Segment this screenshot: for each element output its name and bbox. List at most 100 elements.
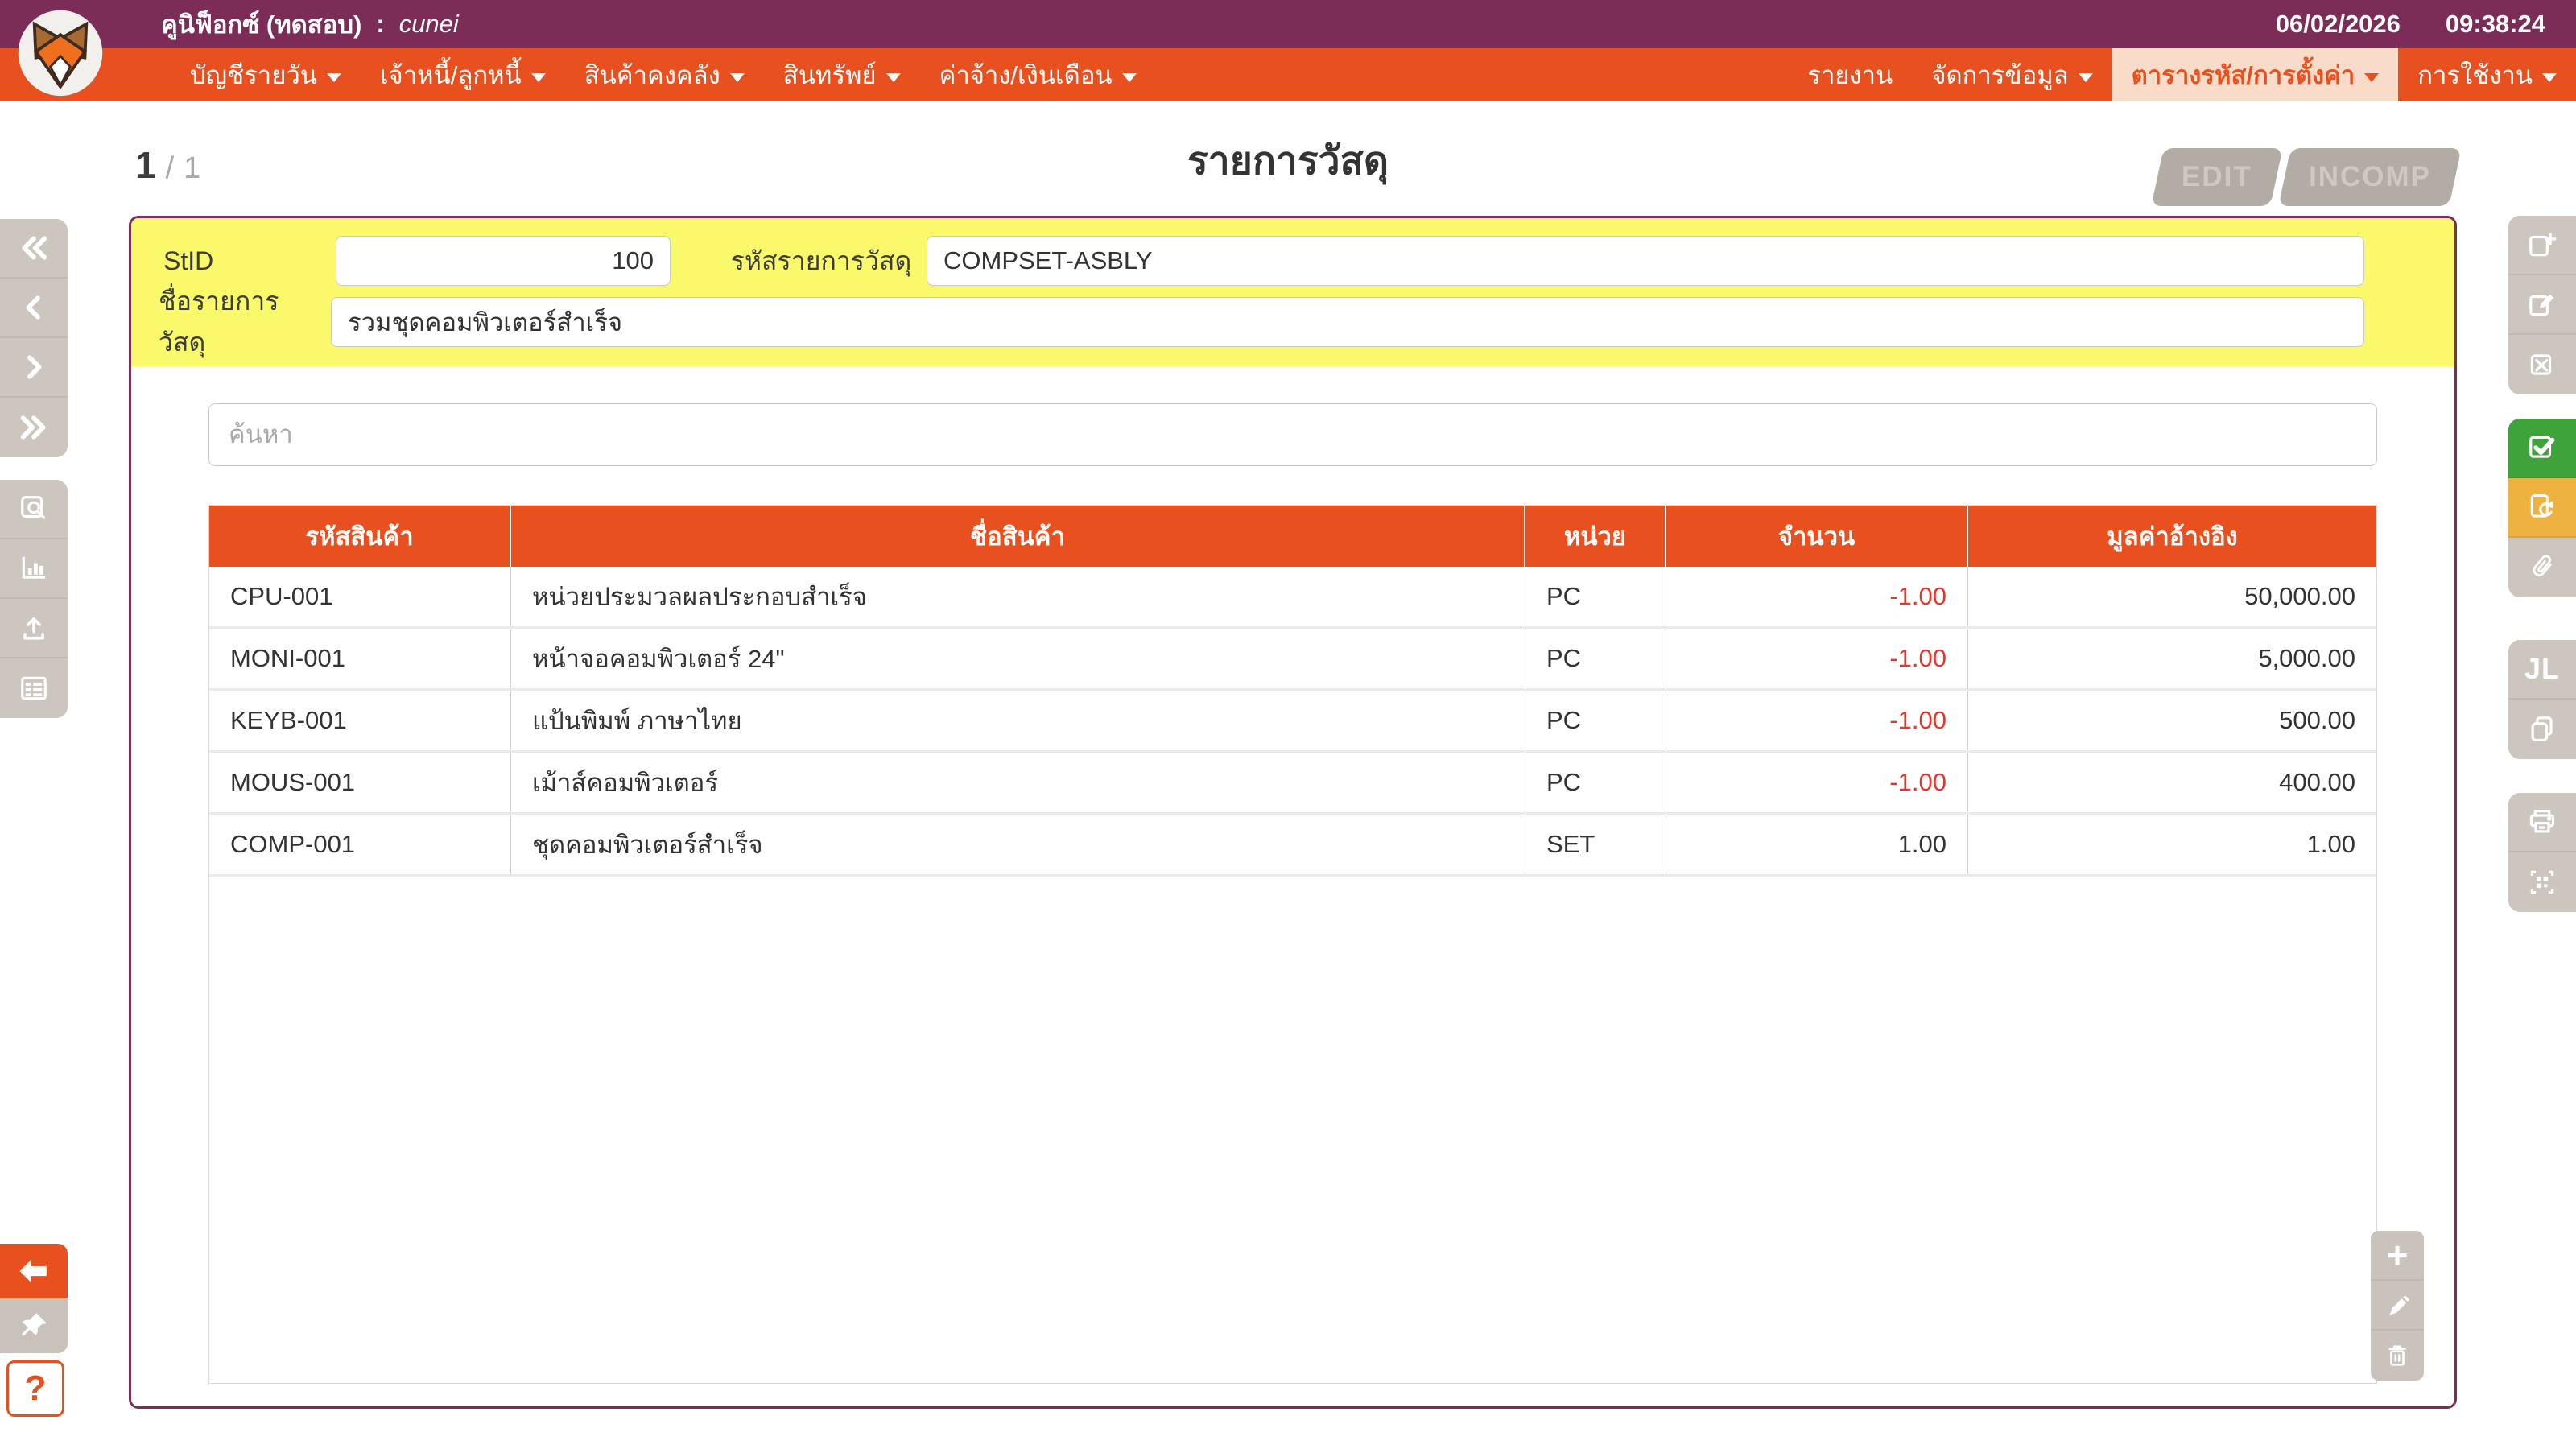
confirm-button[interactable] — [2508, 419, 2576, 478]
list-view-button[interactable] — [0, 658, 68, 718]
search-input[interactable] — [208, 403, 2377, 466]
next-record-button[interactable] — [0, 338, 68, 398]
checkbox-check-icon — [2527, 432, 2557, 463]
material-name-input[interactable] — [331, 297, 2364, 347]
cell-ref-value: 400.00 — [1968, 753, 2376, 812]
copy-button[interactable] — [2508, 700, 2576, 759]
items-table: รหัสสินค้า ชื่อสินค้า หน่วย จำนวน มูลค่า… — [208, 505, 2377, 1384]
header-quantity: จำนวน — [1666, 506, 1968, 567]
double-chevron-left-icon — [18, 234, 50, 262]
username: cunei — [399, 10, 459, 39]
status-badges: EDIT INCOMP — [2157, 148, 2455, 206]
help-button[interactable]: ? — [6, 1360, 64, 1417]
print-button[interactable] — [2508, 793, 2576, 852]
journal-link-button[interactable]: JL — [2508, 640, 2576, 700]
misc-toolbar: JL — [2508, 640, 2576, 759]
chevron-down-icon — [2079, 73, 2093, 82]
cell-unit: PC — [1525, 567, 1666, 626]
cell-code: CPU-001 — [209, 567, 511, 626]
cell-name: ชุดคอมพิวเตอร์สำเร็จ — [511, 815, 1525, 874]
document-toolbar — [2508, 216, 2576, 394]
menu-usage[interactable]: การใช้งาน — [2398, 48, 2576, 101]
pin-button[interactable] — [0, 1298, 68, 1353]
header-product-code: รหัสสินค้า — [209, 506, 511, 567]
chevron-down-icon — [531, 73, 546, 82]
view-toolbar — [0, 480, 68, 718]
cell-name: แป้นพิมพ์ ภาษาไทย — [511, 691, 1525, 750]
paperclip-icon — [2527, 552, 2557, 583]
menu-left: บัญชีรายวัน เจ้าหนี้/ลูกหนี้ สินค้าคงคลั… — [171, 48, 1156, 101]
cell-unit: PC — [1525, 629, 1666, 688]
pushpin-icon — [19, 1311, 49, 1341]
first-record-button[interactable] — [0, 219, 68, 279]
upload-icon — [19, 613, 49, 643]
qr-scan-button[interactable] — [2508, 852, 2576, 912]
chevron-down-icon — [2364, 73, 2379, 82]
menu-assets[interactable]: สินทรัพย์ — [764, 48, 920, 101]
chevron-down-icon — [1122, 73, 1137, 82]
header-ref-value: มูลค่าอ้างอิง — [1968, 506, 2376, 567]
back-button[interactable] — [0, 1244, 68, 1298]
delete-document-button[interactable] — [2508, 335, 2576, 394]
table-row[interactable]: MONI-001 หน้าจอคอมพิวเตอร์ 24" PC -1.00 … — [209, 629, 2376, 691]
table-row[interactable]: KEYB-001 แป้นพิมพ์ ภาษาไทย PC -1.00 500.… — [209, 691, 2376, 753]
document-revert-icon — [2527, 492, 2557, 522]
incomplete-status-badge: INCOMP — [2278, 148, 2461, 206]
fox-logo — [14, 6, 106, 97]
chart-button[interactable] — [0, 539, 68, 599]
cell-qty: -1.00 — [1666, 567, 1968, 626]
material-code-input[interactable] — [927, 236, 2364, 286]
trash-icon — [2383, 1341, 2412, 1370]
app-title: คูนิฟ็อกซ์ (ทดสอบ) — [161, 4, 361, 44]
table-row[interactable]: COMP-001 ชุดคอมพิวเตอร์สำเร็จ SET 1.00 1… — [209, 815, 2376, 877]
chevron-down-icon — [327, 73, 341, 82]
output-toolbar — [2508, 793, 2576, 912]
preview-search-button[interactable] — [0, 480, 68, 539]
cell-name: เม้าส์คอมพิวเตอร์ — [511, 753, 1525, 812]
prev-record-button[interactable] — [0, 279, 68, 338]
chevron-left-icon — [18, 294, 50, 321]
revert-button[interactable] — [2508, 478, 2576, 538]
menu-payroll[interactable]: ค่าจ้าง/เงินเดือน — [920, 48, 1156, 101]
stid-input[interactable] — [336, 236, 671, 286]
record-card: StID รหัสรายการวัสดุ ชื่อรายการวัสดุ รหั… — [129, 216, 2457, 1409]
cell-qty: -1.00 — [1666, 629, 1968, 688]
date-label: 06/02/2026 — [2276, 10, 2401, 39]
header-unit: หน่วย — [1525, 506, 1666, 567]
double-chevron-right-icon — [18, 414, 50, 441]
menu-inventory[interactable]: สินค้าคงคลัง — [565, 48, 764, 101]
document-x-icon — [2527, 349, 2557, 380]
cell-ref-value: 50,000.00 — [1968, 567, 2376, 626]
cell-name: หน่วยประมวลผลประกอบสำเร็จ — [511, 567, 1525, 626]
menu-reports[interactable]: รายงาน — [1788, 48, 1912, 101]
cell-code: MONI-001 — [209, 629, 511, 688]
last-record-button[interactable] — [0, 398, 68, 457]
menu-data-management[interactable]: จัดการข้อมูล — [1912, 48, 2112, 101]
cell-ref-value: 500.00 — [1968, 691, 2376, 750]
attach-button[interactable] — [2508, 538, 2576, 597]
pencil-icon — [2382, 1290, 2413, 1320]
menu-payable-receivable[interactable]: เจ้าหนี้/ลูกหนี้ — [361, 48, 565, 101]
table-row[interactable]: MOUS-001 เม้าส์คอมพิวเตอร์ PC -1.00 400.… — [209, 753, 2376, 815]
cell-code: COMP-001 — [209, 815, 511, 874]
cell-code: MOUS-001 — [209, 753, 511, 812]
new-document-button[interactable] — [2508, 216, 2576, 275]
add-row-button[interactable]: + — [2371, 1231, 2424, 1281]
export-upload-button[interactable] — [0, 599, 68, 658]
edit-row-button[interactable] — [2371, 1281, 2424, 1331]
menu-journal[interactable]: บัญชีรายวัน — [171, 48, 361, 101]
top-bar: คูนิฟ็อกซ์ (ทดสอบ) : cunei 06/02/2026 09… — [0, 0, 2576, 48]
edit-status-badge: EDIT — [2152, 148, 2283, 206]
material-code-label: รหัสรายการวัสดุ — [729, 236, 914, 286]
cell-ref-value: 5,000.00 — [1968, 629, 2376, 688]
state-toolbar — [2508, 419, 2576, 597]
table-header-row: รหัสสินค้า ชื่อสินค้า หน่วย จำนวน มูลค่า… — [209, 506, 2376, 567]
menu-right: รายงาน จัดการข้อมูล ตารางรหัส/การตั้งค่า… — [1788, 48, 2576, 101]
menu-code-tables-settings[interactable]: ตารางรหัส/การตั้งค่า — [2112, 48, 2399, 101]
time-label: 09:38:24 — [2446, 10, 2545, 39]
delete-row-button[interactable] — [2371, 1331, 2424, 1381]
table-row[interactable]: CPU-001 หน่วยประมวลผลประกอบสำเร็จ PC -1.… — [209, 567, 2376, 629]
edit-document-button[interactable] — [2508, 275, 2576, 335]
chevron-down-icon — [730, 73, 745, 82]
question-mark-icon: ? — [25, 1368, 47, 1409]
